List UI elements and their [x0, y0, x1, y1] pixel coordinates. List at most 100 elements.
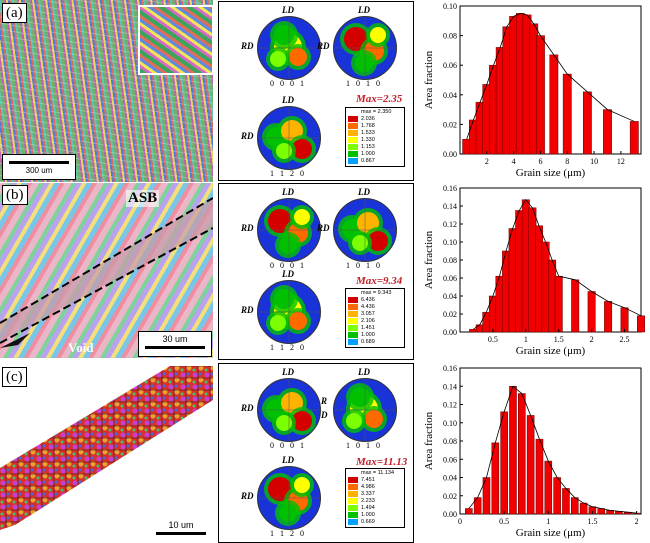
- rd-label-split-d: D: [321, 410, 328, 420]
- legend-swatch: [348, 108, 358, 115]
- pole-figure-0001: [257, 16, 321, 80]
- histogram-bar: [535, 225, 543, 333]
- histogram-bar: [500, 411, 508, 515]
- rd-label: RD: [317, 223, 330, 233]
- histogram-bar: [515, 210, 524, 333]
- legend-swatch: [348, 115, 358, 122]
- y-tick-label: 0.02: [443, 492, 457, 501]
- legend-swatch: [348, 331, 358, 338]
- y-tick-label: 0.16: [443, 364, 457, 373]
- x-axis-label: Grain size (μm): [516, 345, 586, 357]
- x-tick-label: 1.5: [554, 335, 564, 344]
- pole-index-label: 1 0 1 0: [346, 441, 382, 450]
- pole-index-label: 1 1 2 0: [270, 529, 306, 538]
- legend-text: 1.330: [361, 136, 375, 143]
- legend-row: 3.337: [346, 490, 404, 497]
- void-annotation: Void: [68, 340, 94, 355]
- histogram-bar: [620, 307, 629, 333]
- panel-label-c: (c): [2, 367, 27, 387]
- legend-swatch: [348, 338, 358, 345]
- legend-swatch: [348, 150, 358, 157]
- legend-row: 0.689: [346, 338, 404, 345]
- rd-label: RD: [317, 41, 330, 51]
- y-tick-label: 0.08: [443, 256, 457, 265]
- ld-label: LD: [282, 95, 294, 105]
- legend-swatch: [348, 497, 358, 504]
- y-tick-label: 0.00: [443, 150, 457, 159]
- rd-label: RD: [241, 305, 254, 315]
- histogram-bar: [548, 259, 557, 333]
- x-tick-label: 2: [635, 517, 639, 526]
- legend-text: 4.986: [361, 483, 375, 490]
- legend-text: 1.000: [361, 331, 375, 338]
- legend-text: 0.689: [361, 338, 375, 345]
- legend-swatch: [348, 310, 358, 317]
- pole-figure-1010: [333, 16, 397, 80]
- pole-index-label: 0 0 0 1: [270, 441, 306, 450]
- ld-label: LD: [282, 367, 294, 377]
- legend-text: 2.106: [361, 317, 375, 324]
- histogram-bar: [554, 275, 563, 333]
- x-tick-label: 2: [590, 335, 594, 344]
- intensity-legend: max = 9.343 6.436 4.436 3.057 2.106 1.451 1.00…: [345, 288, 405, 348]
- ld-label: LD: [358, 187, 370, 197]
- histogram-bar: [604, 301, 613, 333]
- legend-row: 0.669: [346, 518, 404, 525]
- y-tick-label: 0.08: [443, 437, 457, 446]
- legend-row: 4.436: [346, 303, 404, 310]
- histogram-bar: [541, 241, 550, 333]
- legend-swatch: [348, 143, 358, 150]
- y-tick-label: 0.16: [443, 184, 457, 193]
- panel-label-a: (a): [2, 3, 27, 23]
- legend-row: 1.494: [346, 504, 404, 511]
- pole-figure-1120: [257, 106, 321, 170]
- legend-swatch: [348, 476, 358, 483]
- x-tick-label: 1: [524, 335, 528, 344]
- ld-label: LD: [282, 269, 294, 279]
- grain-size-histogram-c: 0.00 0.02 0.04 0.06 0.08 0.10 0.12 0.14 0.16 0 0.5…: [423, 364, 642, 539]
- micrograph-c: 10 um: [0, 360, 213, 543]
- scale-box-b: 30 um: [138, 331, 212, 357]
- legend-text: 7.451: [361, 476, 375, 483]
- intensity-legend: max = 2.350 2.036 1.768 1.533 1.330 1.153 1.00…: [345, 107, 405, 167]
- legend-row: 0.867: [346, 157, 404, 164]
- legend-text: max = 2.350: [361, 108, 392, 115]
- ld-label: LD: [282, 187, 294, 197]
- y-tick-label: 0.14: [443, 382, 457, 391]
- histogram-bar: [509, 386, 517, 515]
- x-tick-label: 6: [538, 157, 542, 166]
- legend-text: 2.036: [361, 115, 375, 122]
- y-tick-label: 0.02: [443, 310, 457, 319]
- legend-swatch: [348, 129, 358, 136]
- legend-swatch: [348, 303, 358, 310]
- legend-text: 1.000: [361, 511, 375, 518]
- histogram-bar: [582, 91, 592, 155]
- legend-swatch: [348, 122, 358, 129]
- pole-figure-0001: [257, 378, 321, 442]
- y-tick-label: 0.10: [443, 238, 457, 247]
- x-tick-label: 1.5: [587, 517, 597, 526]
- max-intensity-label: Max=2.35: [356, 93, 403, 105]
- legend-text: 3.337: [361, 490, 375, 497]
- histogram-bar: [562, 73, 572, 155]
- legend-row: 3.057: [346, 310, 404, 317]
- legend-row: max = 9.343: [346, 289, 404, 296]
- x-tick-label: 1: [546, 517, 550, 526]
- legend-row: 1.000: [346, 331, 404, 338]
- max-intensity-label: Max=11.13: [356, 456, 408, 468]
- legend-row: max = 11.134: [346, 469, 404, 476]
- y-axis-label: Area fraction: [423, 50, 435, 109]
- histogram-bar: [562, 488, 570, 515]
- legend-text: 1.000: [361, 150, 375, 157]
- panel-label-b: (b): [2, 185, 28, 205]
- x-axis-label: Grain size (μm): [516, 167, 586, 179]
- legend-row: 4.986: [346, 483, 404, 490]
- x-tick-label: 10: [590, 157, 598, 166]
- histogram-bar: [475, 324, 484, 333]
- legend-row: max = 2.350: [346, 108, 404, 115]
- legend-row: 1.330: [346, 136, 404, 143]
- grain-size-histogram-a: 0.00 0.02 0.04 0.06 0.08 0.10 2 4 6 8 10 12 Grain si…: [423, 2, 642, 179]
- legend-swatch: [348, 157, 358, 164]
- legend-row: 1.000: [346, 511, 404, 518]
- asb-annotation: ASB: [126, 190, 160, 207]
